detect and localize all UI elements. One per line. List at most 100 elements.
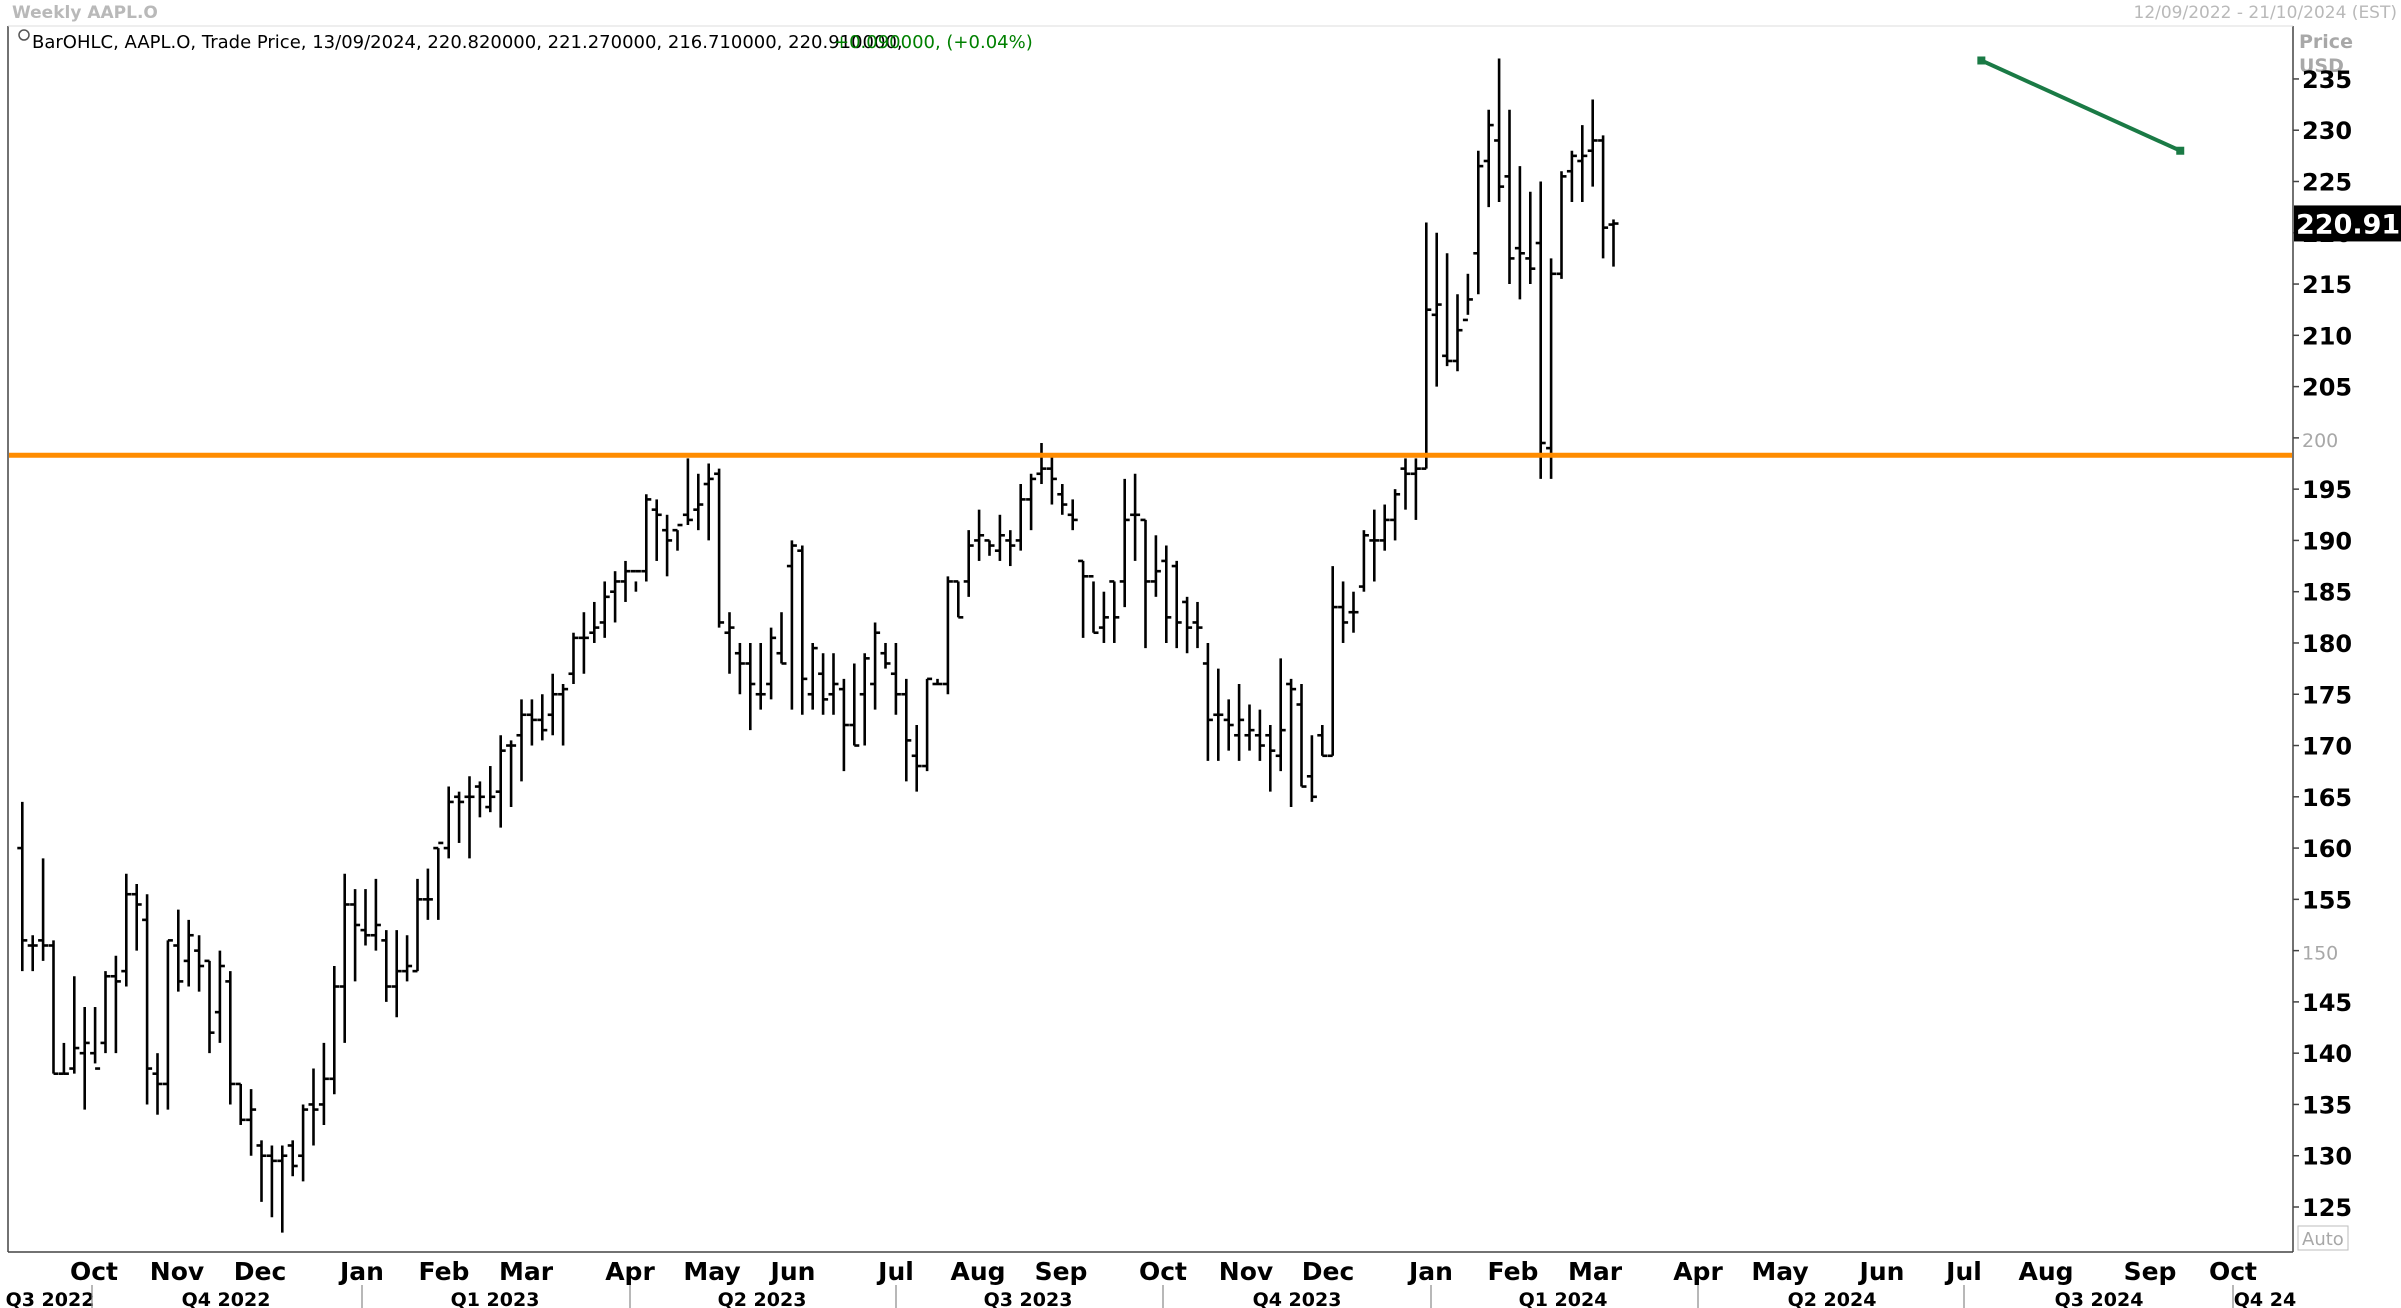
x-month-label: Feb [419, 1257, 470, 1286]
y-tick-label: 175 [2302, 681, 2352, 709]
ohlc-bar [1078, 559, 1089, 638]
ohlc-bar [422, 868, 433, 920]
ohlc-bar [17, 801, 28, 972]
ohlc-bar [1182, 596, 1193, 654]
ohlc-bar [1390, 489, 1401, 541]
auto-scale-label[interactable]: Auto [2302, 1229, 2344, 1250]
x-month-label: Nov [1219, 1257, 1273, 1286]
ohlc-bar [1483, 109, 1494, 208]
ohlc-bar [558, 683, 569, 746]
ohlc-bar [859, 653, 870, 746]
ohlc-bar [724, 612, 735, 674]
ohlc-bar [890, 642, 901, 715]
ohlc-bar [1306, 735, 1317, 802]
ohlc-bar [485, 766, 496, 813]
x-quarter-label: Q4 2023 [1253, 1289, 1342, 1308]
ohlc-bar [1421, 222, 1432, 470]
ohlc-bar [1338, 581, 1349, 643]
ohlc-bar [402, 935, 413, 982]
x-month-label: Apr [1673, 1257, 1723, 1286]
ohlc-bar [350, 889, 361, 982]
ohlc-bar [287, 1140, 298, 1177]
y-tick-label: 225 [2302, 169, 2352, 197]
ohlc-bar [578, 612, 589, 674]
ohlc-bar [880, 642, 891, 669]
ohlc-bar [370, 878, 381, 951]
ohlc-bar [1140, 518, 1151, 649]
ohlc-bar [142, 894, 153, 1105]
trend-line-handle[interactable] [2176, 146, 2185, 155]
trend-line-handle[interactable] [1977, 56, 1986, 65]
legend: BarOHLC, AAPL.O, Trade Price, 13/09/2024… [18, 29, 1033, 53]
ohlc-bar [1234, 683, 1245, 761]
x-quarter-label: Q3 2023 [984, 1289, 1073, 1308]
x-quarter-label: Q2 2023 [718, 1289, 807, 1308]
x-month-label: Jul [876, 1257, 914, 1286]
y-tick-label: 195 [2302, 476, 2352, 504]
ohlc-bar [932, 678, 943, 686]
ohlc-bar [1494, 58, 1505, 203]
ohlc-bar [953, 580, 964, 619]
y-tick-label: 210 [2302, 322, 2352, 350]
ohlc-bar [152, 1053, 163, 1115]
ohlc-bar [1171, 560, 1182, 649]
ohlc-bar [901, 678, 912, 782]
ohlc-bar [838, 678, 849, 772]
ohlc-bar [797, 545, 808, 715]
x-month-label: Jun [769, 1257, 816, 1286]
ohlc-bar [246, 1089, 257, 1156]
y-tick-label: 145 [2302, 989, 2352, 1017]
y-tick-label: 130 [2302, 1143, 2352, 1171]
ohlc-bar [693, 473, 704, 531]
ohlc-bar [266, 1145, 277, 1218]
ohlc-bar [391, 930, 402, 1018]
ohlc-bar [630, 569, 641, 592]
price-axis-header: Price [2299, 31, 2353, 53]
trend-line[interactable] [1980, 58, 2182, 153]
x-month-label: Nov [150, 1257, 204, 1286]
y-tick-label: 200 [2302, 430, 2338, 452]
ohlc-bar [1587, 99, 1598, 187]
auto-scale-button[interactable]: Auto [2297, 1225, 2349, 1251]
y-tick-label: 170 [2302, 733, 2352, 761]
y-tick-label: 235 [2302, 66, 2352, 94]
ohlc-bar [662, 514, 673, 577]
x-quarter-label: Q4 2022 [182, 1289, 271, 1308]
ohlc-bar [506, 740, 517, 808]
ohlc-bar [69, 976, 80, 1074]
ohlc-bar [100, 971, 111, 1054]
ohlc-bar [942, 576, 953, 695]
ohlc-bar [1088, 575, 1099, 635]
ohlc-bar [1379, 504, 1390, 551]
ohlc-bar [329, 966, 340, 1095]
y-tick-label: 180 [2302, 630, 2352, 658]
ohlc-bar [1244, 704, 1255, 751]
ohlc-bar [214, 950, 225, 1043]
y-tick-label: 125 [2302, 1194, 2352, 1222]
ohlc-bar [1254, 709, 1265, 761]
ohlc-bar [1400, 458, 1411, 510]
time-axis[interactable]: Oct Nov Dec Jan Feb Mar Apr May Jun Jul Aug Sep Oct N… [6, 1257, 2297, 1308]
x-month-label: Jan [338, 1257, 384, 1286]
auto-scale-box[interactable] [2297, 1225, 2349, 1251]
ohlc-bar [38, 858, 49, 961]
legend-change: +0.090000, (+0.04%) [834, 32, 1033, 53]
x-month-label: Oct [1139, 1257, 1187, 1286]
ohlc-bar [1431, 232, 1442, 387]
y-tick-label: 165 [2302, 784, 2352, 812]
ohlc-bar [121, 873, 132, 987]
ohlc-bar [963, 530, 974, 597]
ohlc-bar [1036, 443, 1047, 485]
ohlc-bar [339, 873, 350, 1043]
ohlc-bar [1161, 545, 1172, 643]
ohlc-bar [1546, 258, 1557, 479]
x-quarter-label: Q4 24 [2234, 1289, 2296, 1308]
ohlc-bar [849, 663, 860, 747]
ohlc-bar [464, 776, 475, 859]
ohlc-bar [672, 523, 683, 551]
ohlc-bar [1192, 601, 1203, 649]
ohlc-bar [870, 622, 881, 710]
drawing-overlays[interactable] [9, 56, 2292, 458]
x-month-label: Jan [1407, 1257, 1453, 1286]
